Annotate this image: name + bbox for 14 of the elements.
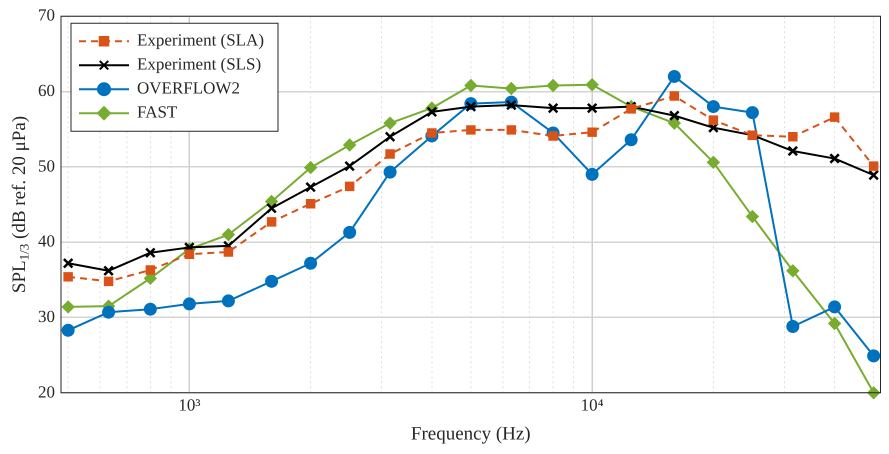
x-axis-title: Frequency (Hz) xyxy=(410,424,531,445)
y-tick-label: 50 xyxy=(38,156,55,176)
y-axis-title: SPL1/3 (dB ref. 20 μPa) xyxy=(8,116,32,294)
x-tick-label: 10³ xyxy=(178,395,200,414)
y-tick-label: 60 xyxy=(38,80,55,100)
y-tick-label: 20 xyxy=(38,382,55,402)
legend-label: OVERFLOW2 xyxy=(137,78,240,98)
y-tick-label: 40 xyxy=(38,232,55,251)
legend-label: Experiment (SLS) xyxy=(137,54,262,74)
y-tick-label: 70 xyxy=(38,6,55,25)
legend-label: FAST xyxy=(137,102,178,122)
legend-label: Experiment (SLA) xyxy=(137,30,264,50)
x-tick-label: 10⁴ xyxy=(580,395,604,414)
y-tick-label: 30 xyxy=(38,306,55,326)
